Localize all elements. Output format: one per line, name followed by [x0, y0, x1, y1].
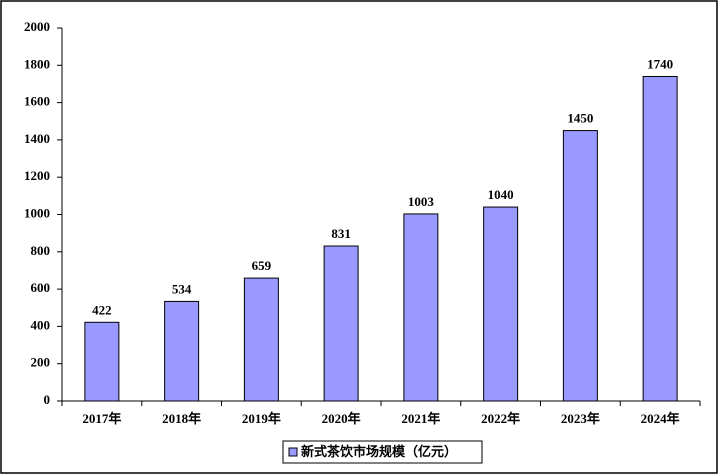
- y-tick-label: 1200: [24, 168, 50, 183]
- bar: [642, 75, 678, 402]
- y-tick-label: 1800: [24, 56, 50, 71]
- bar: [403, 213, 439, 402]
- legend-label: 新式茶饮市场规模（亿元）: [301, 444, 457, 459]
- y-tick-label: 2000: [24, 19, 50, 34]
- bar: [243, 277, 279, 402]
- data-label: 1740: [647, 56, 673, 71]
- y-tick-label: 800: [31, 243, 51, 258]
- y-tick-label: 1000: [24, 205, 50, 220]
- y-tick-label: 0: [44, 392, 51, 407]
- bar: [84, 321, 120, 402]
- data-label: 831: [331, 226, 351, 241]
- y-tick-label: 600: [31, 280, 51, 295]
- y-tick-label: 1400: [24, 131, 50, 146]
- bar: [164, 300, 200, 402]
- data-label: 659: [252, 258, 272, 273]
- data-label: 422: [92, 302, 112, 317]
- legend-swatch: [288, 447, 298, 457]
- x-tick-label: 2024年: [641, 411, 680, 426]
- x-tick-label: 2019年: [242, 411, 281, 426]
- y-tick-label: 400: [31, 317, 51, 332]
- x-tick-label: 2017年: [82, 411, 121, 426]
- x-tick-label: 2020年: [322, 411, 361, 426]
- bar: [323, 245, 359, 402]
- data-label: 1450: [567, 111, 593, 126]
- x-tick-label: 2023年: [561, 411, 600, 426]
- x-tick-label: 2018年: [162, 411, 201, 426]
- x-tick-label: 2022年: [481, 411, 520, 426]
- data-label: 1040: [488, 187, 514, 202]
- data-label: 534: [172, 281, 192, 296]
- legend-box: [282, 440, 483, 464]
- x-tick-label: 2021年: [401, 411, 440, 426]
- data-label: 1003: [408, 194, 435, 209]
- bar: [483, 206, 519, 402]
- y-tick-label: 1600: [24, 94, 50, 109]
- y-tick-label: 200: [31, 355, 51, 370]
- bar: [562, 130, 598, 402]
